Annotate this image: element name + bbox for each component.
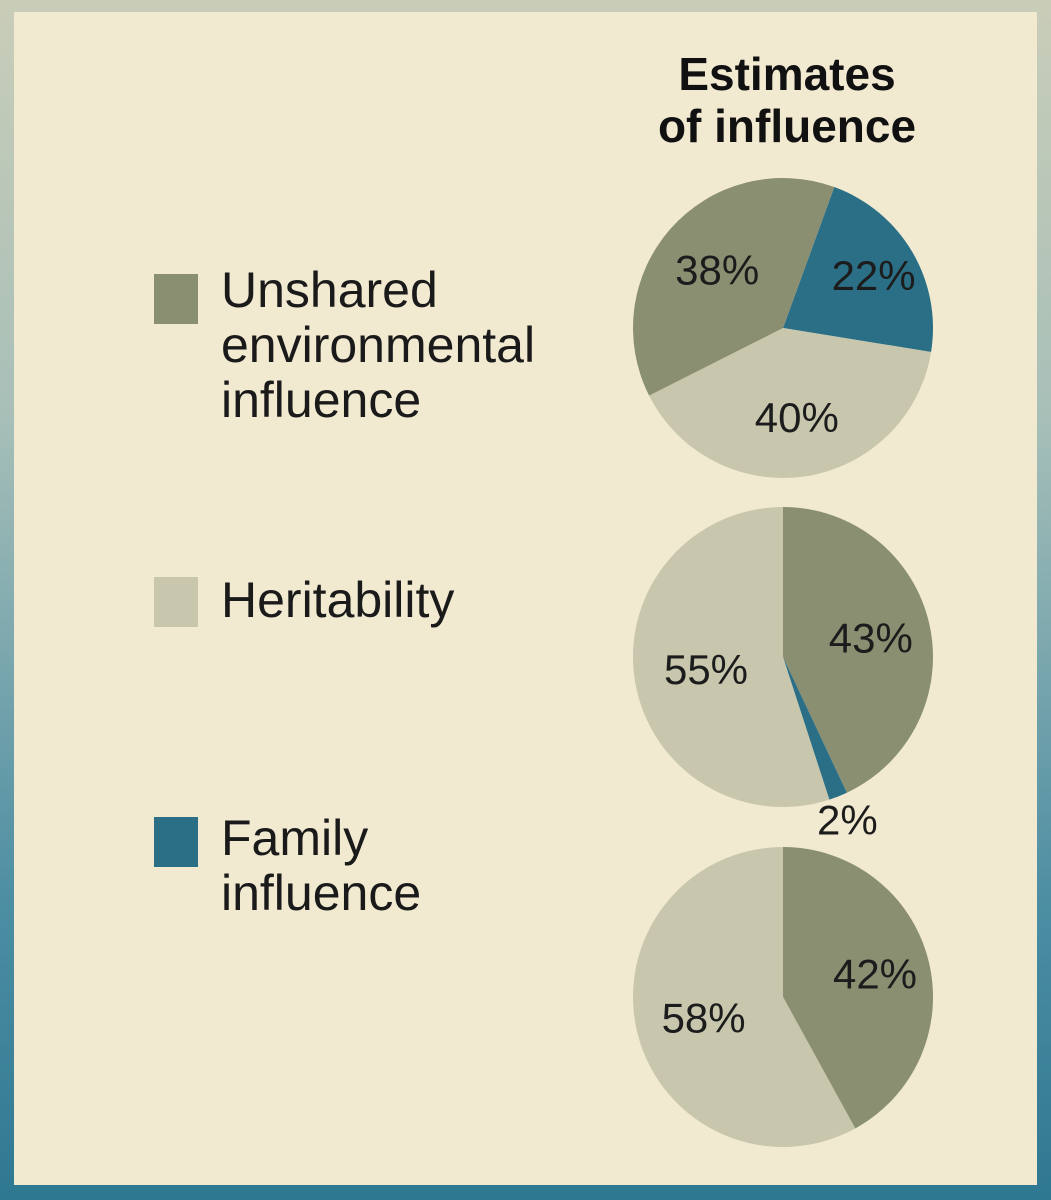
pie-slice-unshared: [783, 847, 934, 1129]
pie-chart: 22% 40% 38%: [633, 178, 933, 479]
pie-slice-label: 43%: [829, 614, 913, 661]
pie-slice-family: [783, 657, 847, 800]
pie-slice-label: 22%: [832, 252, 916, 299]
pie-slice-label: 40%: [755, 394, 839, 441]
pie-slice-unshared: [633, 178, 835, 396]
legend-label-family: influence: [221, 865, 421, 921]
chart-title-line: of influence: [658, 100, 916, 152]
pie-slice-label: 42%: [833, 950, 917, 997]
legend-label-unshared: influence: [221, 372, 421, 428]
chart-title-line: Estimates: [678, 48, 895, 100]
legend-label-unshared: environmental: [221, 317, 535, 373]
legend-label-family: Family: [221, 810, 368, 866]
legend: UnsharedenvironmentalinfluenceHeritabili…: [154, 262, 535, 921]
legend-swatch-family: [154, 817, 198, 867]
pie-slice-label: 58%: [662, 994, 746, 1041]
pie-slice-heritability: [649, 328, 932, 479]
pie-charts: 22% 40% 38% 43% 2% 55% 42% 58%: [633, 178, 934, 1147]
legend-label-unshared: Unshared: [221, 262, 438, 318]
pie-chart: 42% 58%: [633, 847, 934, 1147]
pie-slice-unshared: [783, 507, 933, 793]
legend-label-heritability: Heritability: [221, 572, 454, 628]
pie-chart: 43% 2% 55%: [633, 507, 933, 844]
chart-panel: Estimates of influence Unshared environmen…: [14, 12, 1037, 1185]
pie-slice-family: [783, 187, 933, 352]
pie-slice-heritability: [633, 847, 856, 1147]
legend-swatch-heritability: [154, 577, 198, 627]
legend-swatch-unshared: [154, 274, 198, 324]
pie-slice-label: 38%: [675, 247, 759, 294]
pie-slice-label: 55%: [664, 646, 748, 693]
pie-slice-heritability: [633, 507, 830, 807]
pie-slice-label: 2%: [817, 797, 878, 844]
